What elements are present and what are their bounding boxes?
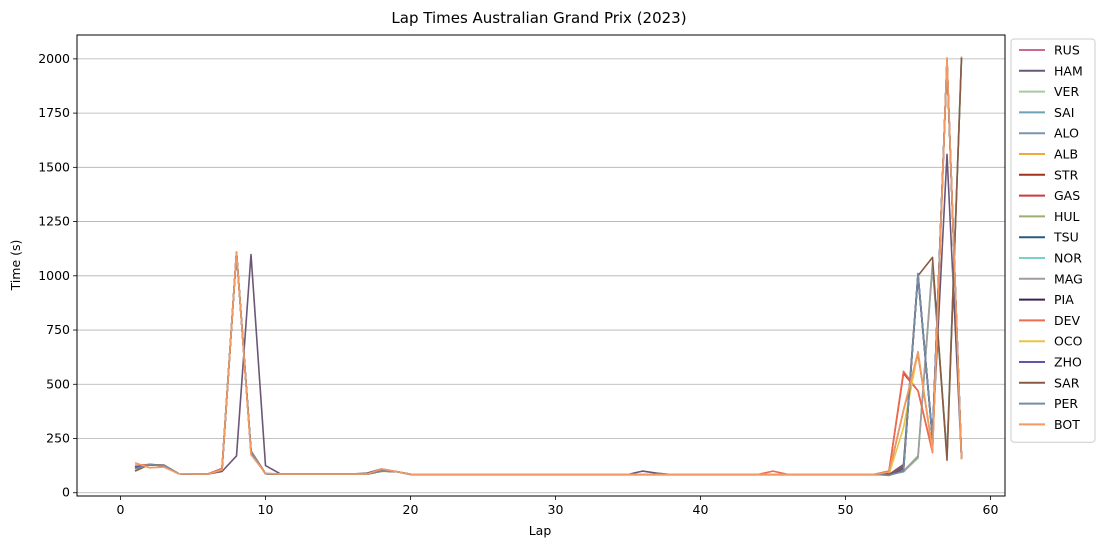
series-line-bot — [134, 56, 963, 476]
legend-label-sar: SAR — [1054, 375, 1080, 390]
y-tick-label: 0 — [62, 485, 70, 500]
legend-label-alo: ALO — [1054, 126, 1079, 141]
legend-label-hul: HUL — [1054, 209, 1080, 224]
legend-label-str: STR — [1054, 167, 1079, 182]
x-tick-label: 40 — [693, 502, 709, 517]
y-tick-label: 1000 — [38, 268, 70, 283]
y-tick-label: 1250 — [38, 214, 70, 229]
legend-label-gas: GAS — [1054, 188, 1080, 203]
x-tick-label: 0 — [117, 502, 125, 517]
legend-label-zho: ZHO — [1054, 355, 1082, 370]
legend-label-dev: DEV — [1054, 313, 1081, 328]
legend-label-bot: BOT — [1054, 417, 1080, 432]
legend-label-pia: PIA — [1054, 292, 1074, 307]
legend-label-oco: OCO — [1054, 334, 1083, 349]
x-tick-label: 20 — [403, 502, 419, 517]
legend-label-nor: NOR — [1054, 251, 1082, 266]
legend-label-mag: MAG — [1054, 271, 1083, 286]
legend: RUS HAM VER SAI ALO ALB STR GAS HUL TSU NOR MAG PIA D… — [1010, 38, 1096, 443]
legend-label-sai: SAI — [1054, 105, 1074, 120]
y-tick-label: 2000 — [38, 51, 70, 66]
y-tick-label: 250 — [46, 431, 70, 446]
legend-label-rus: RUS — [1054, 43, 1080, 58]
legend-label-alb: ALB — [1054, 147, 1078, 162]
x-tick-label: 50 — [838, 502, 854, 517]
axis-ticks: 0 250 500 750 1000 1250 1500 1750 2000 0 10 20 30 40 5… — [38, 51, 998, 517]
x-tick-label: 10 — [258, 502, 274, 517]
x-tick-label: 60 — [983, 502, 999, 517]
x-axis-label: Lap — [529, 523, 552, 538]
legend-label-per: PER — [1054, 396, 1078, 411]
y-tick-label: 1750 — [38, 105, 70, 120]
series-lines — [134, 56, 963, 477]
y-tick-label: 1500 — [38, 159, 70, 174]
y-tick-label: 500 — [46, 376, 70, 391]
legend-label-ham: HAM — [1054, 63, 1083, 78]
plot-frame — [76, 34, 1006, 497]
legend-label-ver: VER — [1054, 84, 1079, 99]
x-tick-label: 30 — [548, 502, 564, 517]
legend-label-tsu: TSU — [1053, 230, 1079, 245]
chart-title: Lap Times Australian Grand Prix (2023) — [391, 9, 686, 27]
legend-box — [1010, 38, 1096, 443]
y-axis-label: Time (s) — [8, 240, 23, 292]
y-tick-label: 750 — [46, 322, 70, 337]
